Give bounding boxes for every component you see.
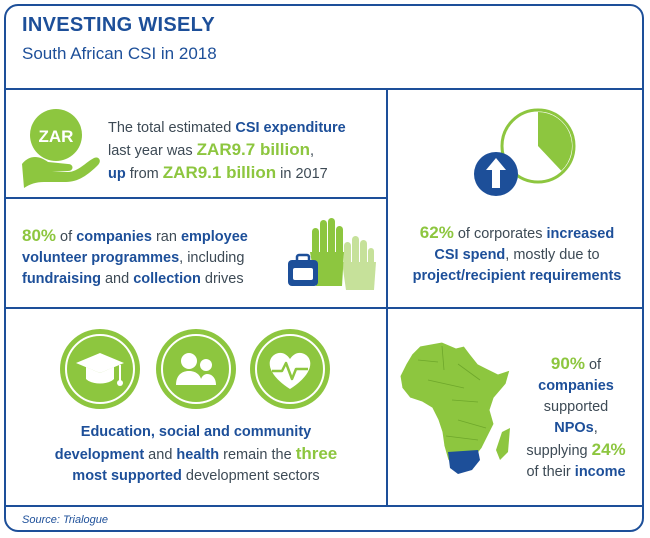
- increase-pie-icon: [474, 108, 576, 196]
- divider-top: [4, 88, 644, 90]
- divider-bottom: [4, 505, 644, 507]
- zar-icon-text: ZAR: [39, 127, 74, 146]
- source-note: Source: Trialogue: [22, 514, 109, 526]
- graduation-cap-icon: [60, 329, 140, 409]
- divider-mid: [4, 307, 644, 309]
- people-icon: [156, 329, 236, 409]
- page-subtitle: South African CSI in 2018: [22, 44, 217, 63]
- page-title: INVESTING WISELY: [22, 14, 215, 36]
- infographic-frame: [4, 4, 644, 532]
- spend-text: 62% of corporates increased CSI spend, m…: [412, 223, 622, 284]
- heart-rate-icon: [250, 329, 330, 409]
- expenditure-text: The total estimated CSI expenditure last…: [108, 120, 346, 182]
- raised-hands-icon: [288, 218, 376, 290]
- briefcase-icon: [288, 253, 318, 286]
- divider-left-inner: [4, 197, 388, 199]
- npos-text: 90% of companies supported NPOs, supplyi…: [526, 354, 626, 480]
- volunteer-text: 80% of companies ran employee volunteer …: [22, 226, 248, 287]
- up-arrow-icon: [474, 152, 518, 196]
- south-africa-shape: [448, 450, 480, 474]
- zar-hand-icon: ZAR: [22, 109, 100, 188]
- africa-map-icon: [399, 341, 511, 474]
- divider-vertical: [386, 88, 388, 507]
- sectors-text: Education, social and community developm…: [54, 424, 338, 484]
